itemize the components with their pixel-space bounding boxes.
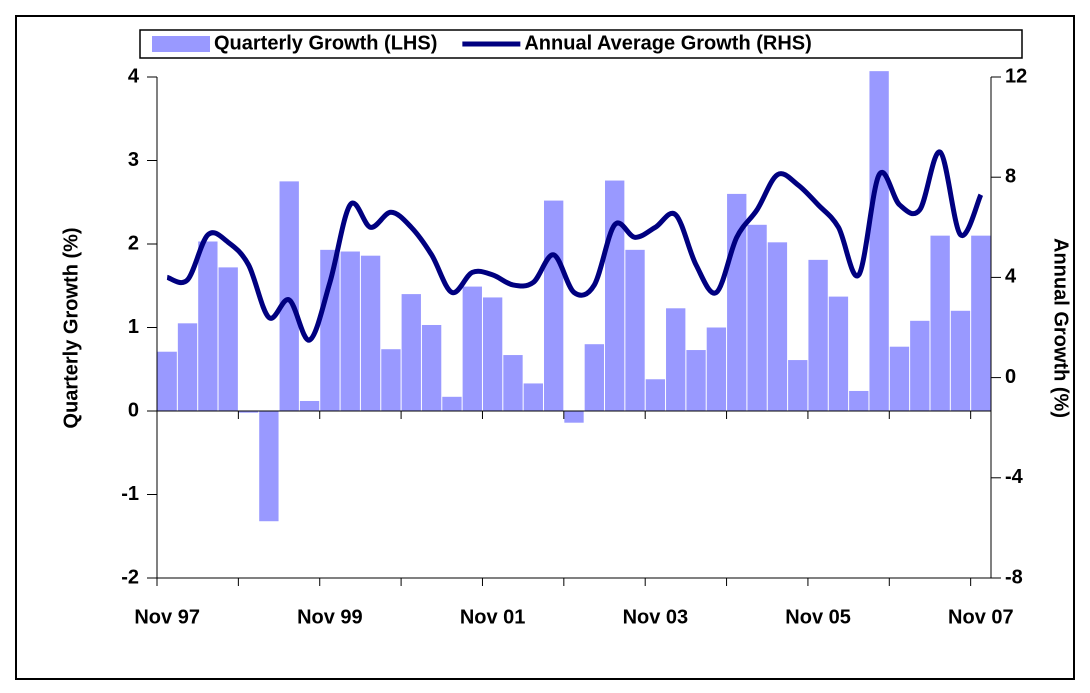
y2-tick-label: -8 [1005,566,1023,588]
bar [625,249,645,411]
bar [767,242,788,411]
bar [381,349,401,411]
chart-border [15,15,1075,680]
line [166,149,984,343]
legend-swatch [152,36,210,52]
y-tick-label: 3 [128,149,139,171]
y2-axis-title: Annual Growth (%) [1050,238,1072,418]
y-tick-label: 2 [128,232,139,254]
bar [849,390,869,411]
bar [564,411,584,423]
bar [462,286,482,411]
bar [279,181,299,411]
bar [401,294,421,411]
bar [523,383,543,411]
y2-tick-label: 4 [1005,266,1017,288]
bar [340,251,360,411]
bar [503,355,523,411]
y-tick-label: -2 [121,566,139,588]
x-tick-label: Nov 03 [623,606,689,628]
bar [421,324,442,411]
y-axis-title: Quarterly Growth (%) [60,227,82,428]
y-tick-label: 0 [128,399,139,421]
bar [584,344,605,411]
y2-tick-label: -4 [1005,466,1024,488]
y2-tick-label: 12 [1005,65,1027,87]
x-tick-label: Nov 01 [460,606,526,628]
bar [950,310,971,411]
x-tick-label: Nov 99 [297,606,363,628]
bar [788,360,808,411]
bar [605,180,625,411]
bar [320,249,340,411]
bar [747,224,767,411]
bar [869,71,889,411]
x-tick-label: Nov 07 [948,606,1014,628]
bar [889,346,910,411]
bar [686,350,706,411]
y-tick-label: -1 [121,483,139,505]
bar [645,379,666,411]
y-tick-label: 1 [128,316,139,338]
bar [666,308,686,411]
legend-label: Quarterly Growth (LHS) [214,32,437,54]
legend-label: Annual Average Growth (RHS) [524,32,811,54]
bar [259,411,279,522]
bar [930,235,950,411]
x-tick-label: Nov 97 [134,606,200,628]
bar [198,241,218,411]
bar [177,323,198,411]
bar [218,267,238,411]
bar [482,297,503,411]
x-tick-label: Nov 05 [785,606,851,628]
y2-tick-label: 8 [1005,165,1016,187]
bar [442,396,462,411]
legend-box [139,29,1023,59]
bar [706,327,727,411]
bar [808,259,828,411]
bar [910,320,930,411]
bar [828,296,849,411]
y-tick-label: 4 [128,65,140,87]
bar [971,235,991,411]
bar [543,200,564,411]
bar [299,400,320,411]
bar [360,255,381,411]
bar [157,351,177,411]
y2-tick-label: 0 [1005,366,1016,388]
bar [238,411,259,413]
